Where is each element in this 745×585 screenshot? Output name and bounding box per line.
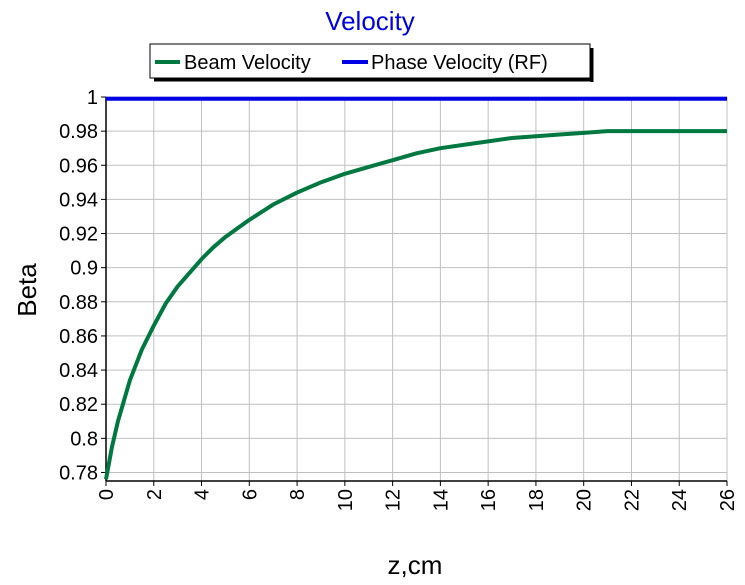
y-axis-title: Beta bbox=[12, 263, 42, 317]
y-tick-label: 0.96 bbox=[59, 155, 98, 177]
y-tick-label: 0.84 bbox=[59, 360, 98, 382]
y-tick-label: 0.8 bbox=[70, 428, 98, 450]
x-tick-label: 20 bbox=[574, 489, 596, 511]
x-tick-label: 2 bbox=[144, 489, 166, 500]
y-tick-label: 0.98 bbox=[59, 121, 98, 143]
x-axis-title: z,cm bbox=[388, 550, 443, 580]
x-tick-label: 18 bbox=[526, 489, 548, 511]
y-tick-label: 0.88 bbox=[59, 292, 98, 314]
x-tick-label: 10 bbox=[335, 489, 357, 511]
legend-box bbox=[149, 43, 591, 79]
x-tick-label: 16 bbox=[478, 489, 500, 511]
x-tick-label: 22 bbox=[621, 489, 643, 511]
x-tick-label: 4 bbox=[192, 489, 214, 500]
y-tick-label: 1 bbox=[87, 87, 98, 109]
x-tick-label: 26 bbox=[717, 489, 739, 511]
series bbox=[104, 96, 727, 480]
x-axis-ticks: 0 2 4 6 8 10 12 14 16 18 20 22 24 26 bbox=[96, 481, 739, 511]
series-line-beam-velocity bbox=[104, 129, 727, 480]
x-tick-label: 24 bbox=[669, 489, 691, 511]
y-tick-label: 0.82 bbox=[59, 394, 98, 416]
y-tick-label: 0.92 bbox=[59, 224, 98, 246]
y-tick-label: 0.94 bbox=[59, 189, 98, 211]
chart-title: Velocity bbox=[325, 6, 415, 36]
legend: Beam Velocity Phase Velocity (RF) bbox=[149, 43, 594, 82]
x-tick-label: 12 bbox=[383, 489, 405, 511]
x-tick-label: 6 bbox=[239, 489, 261, 500]
legend-label-phase-velocity: Phase Velocity (RF) bbox=[371, 52, 548, 74]
y-axis-ticks: 1 0.98 0.96 0.94 0.92 0.9 0.88 0.86 0.84 0.82 0.8 0… bbox=[59, 87, 106, 484]
legend-label-beam-velocity: Beam Velocity bbox=[184, 52, 311, 74]
y-tick-label: 0.9 bbox=[70, 258, 98, 280]
axes bbox=[105, 97, 727, 482]
x-tick-label: 14 bbox=[430, 489, 452, 511]
x-tick-label: 8 bbox=[287, 489, 309, 500]
y-tick-label: 0.86 bbox=[59, 326, 98, 348]
x-tick-label: 0 bbox=[96, 489, 118, 500]
y-tick-label: 0.78 bbox=[59, 462, 98, 484]
